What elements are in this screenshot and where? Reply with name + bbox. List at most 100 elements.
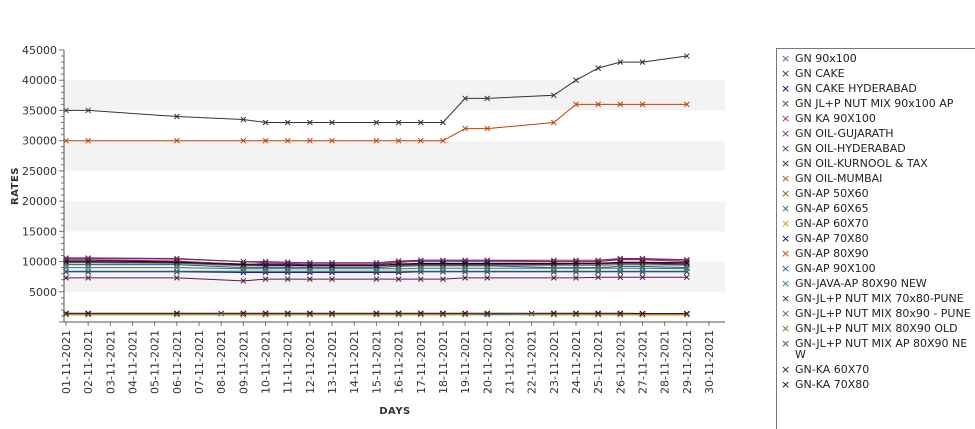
legend-label: GN KA 90X100 bbox=[795, 112, 876, 125]
data-point bbox=[174, 310, 180, 317]
data-point bbox=[329, 262, 335, 269]
grid-band bbox=[64, 201, 725, 232]
grid-band bbox=[64, 110, 725, 141]
legend-item: × GN-AP 60X70 bbox=[777, 218, 975, 229]
legend-label: GN-JL+P NUT MIX 80X90 OLD bbox=[795, 322, 958, 335]
data-point bbox=[484, 260, 491, 267]
legend-item: × GN OIL-KURNOOL & TAX bbox=[777, 158, 975, 169]
data-point bbox=[174, 264, 180, 271]
data-point bbox=[373, 119, 380, 126]
x-tick-label: 14-11-2021 bbox=[348, 330, 361, 394]
data-point bbox=[639, 310, 646, 317]
series-line bbox=[66, 103, 687, 142]
series-line bbox=[66, 267, 687, 270]
data-point bbox=[329, 137, 335, 144]
y-tick-label: 25000 bbox=[22, 165, 57, 178]
data-point bbox=[307, 310, 313, 317]
data-point bbox=[307, 119, 313, 126]
legend-marker-icon: × bbox=[781, 378, 791, 391]
y-tick-label: 20000 bbox=[22, 195, 57, 208]
series-line bbox=[66, 264, 687, 269]
legend-label: GN-KA 70X80 bbox=[795, 378, 870, 391]
legend-item: × GN-AP 60X65 bbox=[777, 203, 975, 214]
x-tick-label: 29-11-2021 bbox=[681, 330, 694, 394]
data-point bbox=[639, 274, 646, 281]
data-point bbox=[329, 276, 335, 282]
legend-label: GN-AP 70X80 bbox=[795, 232, 869, 245]
legend-marker-icon: × bbox=[781, 127, 791, 140]
legend-label: GN CAKE bbox=[795, 67, 845, 80]
data-point bbox=[329, 268, 335, 275]
data-point bbox=[573, 275, 579, 281]
data-point bbox=[262, 137, 269, 144]
series-line bbox=[66, 276, 687, 282]
legend-label: GN-JAVA-AP 80X90 NEW bbox=[795, 277, 927, 290]
data-point bbox=[284, 276, 291, 282]
legend-marker-icon: × bbox=[781, 202, 791, 215]
series-line bbox=[66, 261, 687, 267]
data-point bbox=[683, 101, 690, 108]
data-point bbox=[395, 276, 402, 282]
x-tick-label: 03-11-2021 bbox=[104, 330, 117, 394]
data-point bbox=[639, 261, 646, 268]
data-point bbox=[240, 268, 247, 275]
legend-label: GN-AP 60X65 bbox=[795, 202, 869, 215]
data-point bbox=[284, 310, 291, 317]
legend-marker-icon: × bbox=[781, 187, 791, 200]
x-tick-label: 08-11-2021 bbox=[215, 330, 228, 394]
data-point bbox=[595, 260, 601, 267]
y-tick-label: 35000 bbox=[22, 104, 57, 117]
grid-band bbox=[64, 140, 725, 171]
data-point bbox=[307, 276, 313, 282]
data-point bbox=[85, 258, 92, 265]
data-point bbox=[85, 310, 92, 317]
data-point bbox=[284, 268, 291, 275]
legend-label: GN-JL+P NUT MIX AP 80X90 NEW bbox=[795, 337, 968, 361]
x-tick-label: 22-11-2021 bbox=[526, 330, 539, 394]
legend-marker-icon: × bbox=[781, 307, 791, 320]
y-tick-label: 30000 bbox=[22, 135, 57, 148]
data-point bbox=[484, 275, 491, 281]
data-point bbox=[683, 310, 690, 317]
legend-item: × GN-AP 50X60 bbox=[777, 188, 975, 199]
data-point bbox=[262, 276, 269, 282]
data-point bbox=[550, 92, 557, 99]
grid-band bbox=[64, 231, 725, 262]
x-tick-label: 12-11-2021 bbox=[304, 330, 317, 394]
data-point bbox=[639, 259, 646, 266]
data-point bbox=[395, 137, 402, 144]
legend-marker-icon: × bbox=[781, 67, 791, 80]
legend-marker-icon: × bbox=[781, 97, 791, 110]
x-tick-label: 06-11-2021 bbox=[171, 330, 184, 394]
legend-marker-icon: × bbox=[781, 142, 791, 155]
data-point bbox=[373, 268, 380, 275]
data-point bbox=[484, 125, 491, 132]
data-point bbox=[417, 310, 424, 317]
legend-label: GN JL+P NUT MIX 90x100 AP bbox=[795, 97, 954, 110]
data-point bbox=[440, 119, 446, 126]
data-point bbox=[373, 262, 380, 269]
legend-item: × GN-AP 70X80 bbox=[777, 233, 975, 244]
grid-band bbox=[64, 50, 725, 81]
legend-marker-icon: × bbox=[781, 232, 791, 245]
x-tick-label: 09-11-2021 bbox=[237, 330, 250, 394]
legend-label: GN-KA 60X70 bbox=[795, 363, 870, 376]
x-tick-label: 04-11-2021 bbox=[127, 330, 140, 394]
data-point bbox=[595, 274, 601, 281]
series-20 bbox=[63, 310, 690, 317]
legend-marker-icon: × bbox=[781, 247, 791, 260]
data-point bbox=[683, 262, 690, 269]
legend-label: GN OIL-GUJARATH bbox=[795, 127, 894, 140]
data-point bbox=[440, 310, 446, 317]
data-point bbox=[683, 268, 690, 275]
data-point bbox=[85, 107, 92, 114]
legend-label: GN-JL+P NUT MIX 70x80-PUNE bbox=[795, 292, 964, 305]
data-point bbox=[240, 116, 247, 123]
legend-item: × GN OIL-HYDERABAD bbox=[777, 143, 975, 154]
data-point bbox=[683, 259, 690, 266]
legend-marker-icon: × bbox=[781, 112, 791, 125]
x-tick-label: 28-11-2021 bbox=[659, 330, 672, 394]
legend-label: GN OIL-KURNOOL & TAX bbox=[795, 157, 928, 170]
legend-item: × GN-JL+P NUT MIX 70x80-PUNE bbox=[777, 293, 975, 304]
legend-label: GN-AP 60X70 bbox=[795, 217, 869, 230]
